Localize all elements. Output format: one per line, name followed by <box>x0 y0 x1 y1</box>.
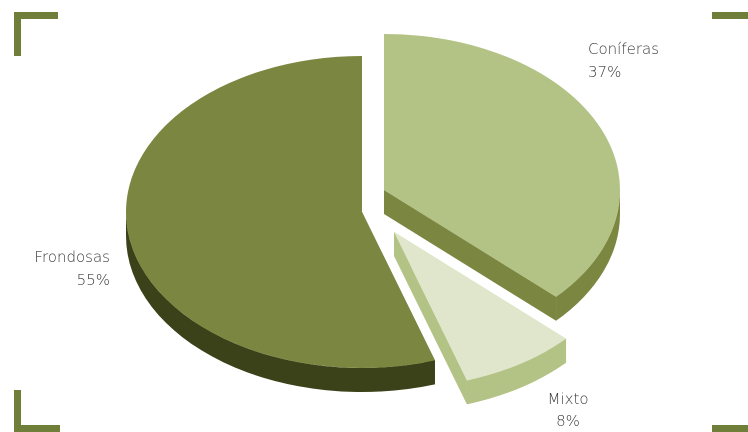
slice-coniferas-side <box>556 190 620 321</box>
slice-frondosas-side <box>126 212 435 392</box>
slice-frondosas <box>126 56 435 368</box>
slice-mixto-side <box>466 338 567 405</box>
label-frondosas-name: Frondosas <box>34 248 110 266</box>
pie-labels: Coníferas 37% Mixto 8% Frondosas 55% <box>34 40 659 430</box>
label-coniferas-pct: 37% <box>588 63 621 81</box>
pie-slices <box>126 34 621 405</box>
label-mixto-pct: 8% <box>556 412 580 430</box>
label-mixto-name: Mixto <box>547 390 588 408</box>
label-frondosas-pct: 55% <box>77 271 110 289</box>
slice-mixto <box>394 232 567 381</box>
slice-coniferas <box>384 34 621 297</box>
label-coniferas-name: Coníferas <box>588 40 659 58</box>
pie-top-faces <box>126 34 621 381</box>
slice-mixto-edge-1 <box>394 232 467 405</box>
slice-coniferas-edge-1 <box>384 190 557 321</box>
